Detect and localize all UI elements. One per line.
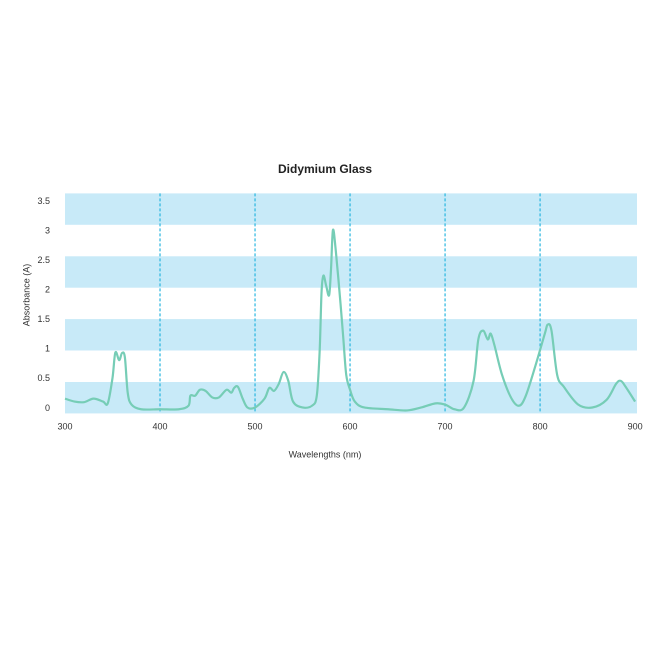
x-tick-label: 300	[57, 421, 72, 431]
y-tick-label: 2.5	[37, 255, 50, 265]
x-tick-label: 500	[248, 421, 263, 431]
chart-title: Didymium Glass	[278, 162, 372, 176]
x-tick-label: 600	[343, 421, 358, 431]
y-tick-label: 2	[45, 285, 50, 295]
x-tick-label: 800	[533, 421, 548, 431]
y-tick-label: 3.5	[37, 196, 50, 206]
x-tick-label: 900	[628, 421, 643, 431]
x-axis-label: Wavelengths (nm)	[289, 449, 362, 459]
y-tick-label: 3	[45, 225, 50, 235]
y-tick-label: 0.5	[37, 373, 50, 383]
bands	[65, 193, 637, 414]
y-tick-label: 1	[45, 344, 50, 354]
x-tick-label: 400	[153, 421, 168, 431]
data-line	[64, 228, 637, 412]
band	[65, 256, 637, 288]
y-tick-label: 0	[45, 403, 50, 413]
y-axis-label: Absorbance (A)	[21, 264, 31, 327]
y-tick-label: 1.5	[37, 314, 50, 324]
x-tick-label: 700	[438, 421, 453, 431]
band	[65, 193, 637, 225]
